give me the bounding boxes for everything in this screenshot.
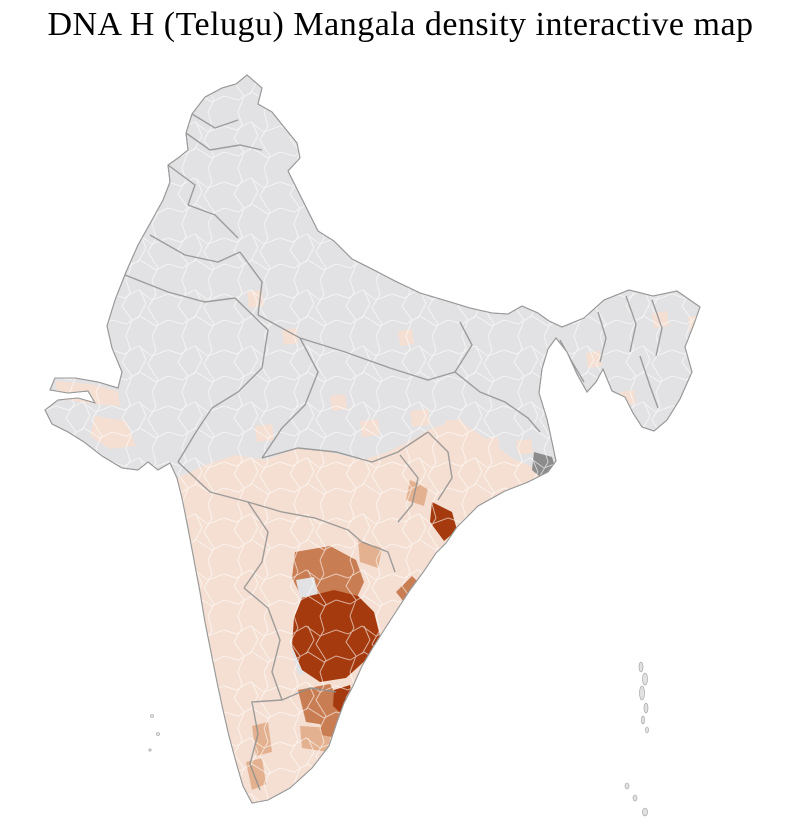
lakshadweep-island[interactable]: [148, 748, 152, 752]
andaman-island[interactable]: [642, 672, 648, 686]
lakshadweep-island[interactable]: [150, 714, 154, 718]
andaman-island[interactable]: [645, 726, 649, 734]
nicobar-island[interactable]: [642, 807, 648, 817]
andaman-island[interactable]: [639, 685, 645, 701]
lakshadweep-island[interactable]: [156, 732, 160, 736]
nicobar-island[interactable]: [624, 782, 630, 790]
andaman-island[interactable]: [641, 715, 645, 725]
andaman-island[interactable]: [638, 661, 644, 673]
country-outline: [44, 74, 701, 804]
district-boundaries-overlay: [45, 75, 700, 803]
islands-group[interactable]: [148, 661, 649, 817]
district-patch[interactable]: [177, 556, 188, 578]
andaman-island[interactable]: [643, 702, 649, 714]
nicobar-island[interactable]: [632, 794, 638, 802]
page-title: DNA H (Telugu) Mangala density interacti…: [47, 6, 754, 43]
